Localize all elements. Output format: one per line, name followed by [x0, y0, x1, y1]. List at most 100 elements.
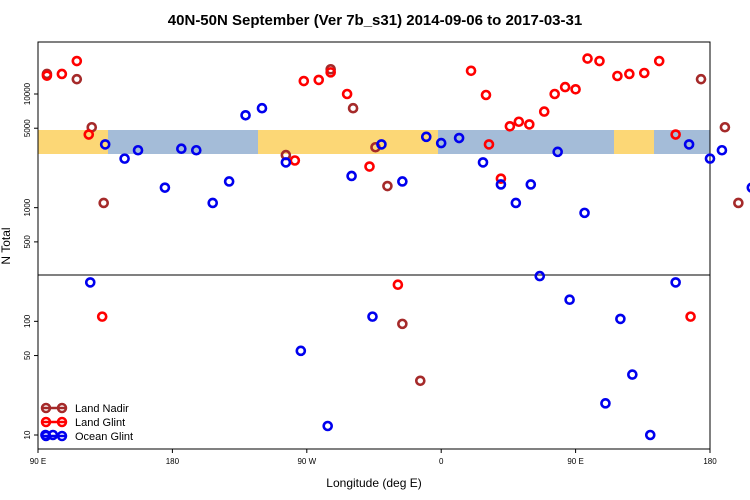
- x-tick-label: 90 E: [567, 457, 583, 466]
- ocean-glint-point: [99, 139, 111, 150]
- ocean-glint-point: [716, 144, 728, 156]
- ocean-glint-point: [119, 153, 130, 164]
- plot-frame: [37, 41, 711, 450]
- legend-marker-land-nadir-right: [56, 402, 68, 414]
- map-strip-land-1: [38, 130, 108, 154]
- land-glint-point: [570, 83, 581, 95]
- land-glint-point: [624, 68, 635, 80]
- land-nadir-point: [71, 73, 83, 85]
- land-glint-point: [392, 279, 404, 291]
- land-glint-point: [465, 65, 477, 77]
- ocean-glint-point: [223, 176, 235, 187]
- land-glint-point: [513, 116, 525, 128]
- ocean-glint-point: [534, 270, 546, 282]
- land-glint-point: [549, 88, 560, 100]
- y-axis: 500 1000 5000 10000 10 50 100: [23, 82, 38, 439]
- land-nadir-point: [397, 318, 408, 330]
- x-tick-label: 90 W: [297, 457, 316, 466]
- ocean-glint-point: [746, 182, 750, 193]
- ocean-glint-point: [376, 139, 387, 150]
- y-axis-label: N Total: [0, 227, 13, 264]
- data-points: [40, 53, 750, 441]
- x-tick-label: 180: [703, 457, 717, 466]
- land-glint-point: [364, 161, 375, 172]
- ocean-glint-point: [190, 144, 202, 156]
- land-glint-point: [495, 173, 507, 184]
- ocean-glint-point: [295, 345, 307, 357]
- ocean-glint-point: [367, 311, 378, 322]
- ocean-glint-point: [525, 179, 537, 190]
- land-glint-point: [685, 311, 696, 322]
- legend-marker-land-glint-left: [40, 416, 52, 428]
- ocean-glint-point: [132, 144, 144, 156]
- chart-title: 40N-50N September (Ver 7b_s31) 2014-09-0…: [168, 12, 582, 29]
- land-glint-point: [638, 67, 650, 79]
- land-glint-point: [524, 119, 535, 130]
- land-glint-point: [504, 120, 516, 132]
- land-glint-point: [41, 70, 53, 81]
- ocean-glint-point: [453, 132, 465, 144]
- x-axis-label: Longitude (deg E): [326, 476, 421, 490]
- land-glint-point: [96, 311, 108, 322]
- ocean-glint-point: [670, 277, 681, 288]
- legend-marker-ocean-glint-right: [56, 430, 68, 442]
- x-tick-label: 90 E: [30, 457, 46, 466]
- land-glint-point: [83, 129, 95, 140]
- y-tick-label: 1000: [23, 198, 32, 216]
- land-glint-point: [289, 155, 301, 166]
- land-nadir-point: [347, 102, 359, 114]
- land-nadir-point: [733, 197, 744, 209]
- ocean-glint-point: [256, 102, 268, 114]
- land-glint-point: [582, 53, 593, 64]
- land-nadir-point: [719, 121, 731, 133]
- land-glint-point: [56, 68, 68, 80]
- legend-label-land-glint: Land Glint: [75, 417, 125, 429]
- ocean-glint-point: [600, 398, 611, 409]
- land-glint-point: [612, 70, 623, 82]
- ocean-glint-point: [579, 207, 590, 219]
- y-tick-label: 100: [23, 314, 32, 328]
- ocean-glint-point: [552, 146, 563, 158]
- ocean-glint-point: [397, 176, 408, 187]
- land-glint-point: [71, 55, 83, 67]
- ocean-glint-point: [159, 182, 171, 193]
- land-nadir-point: [98, 197, 110, 209]
- map-strip-land-3: [614, 130, 654, 154]
- land-glint-point: [480, 89, 492, 101]
- legend-marker-land-glint-right: [56, 416, 68, 428]
- ocean-glint-point: [683, 139, 695, 150]
- legend-label-ocean-glint: Ocean Glint: [75, 431, 133, 443]
- land-glint-point: [538, 106, 550, 117]
- legend-label-land-nadir: Land Nadir: [75, 403, 129, 415]
- ocean-glint-point: [495, 179, 507, 190]
- ocean-glint-point: [644, 429, 656, 441]
- ocean-glint-point: [477, 157, 489, 168]
- land-nadir-point: [695, 73, 707, 85]
- y-tick-label: 10000: [23, 82, 32, 105]
- ocean-glint-point: [510, 197, 522, 209]
- ocean-glint-point: [207, 197, 219, 209]
- y-tick-label: 10: [23, 430, 32, 439]
- land-glint-point: [653, 55, 665, 67]
- ocean-glint-point: [176, 143, 187, 155]
- ocean-glint-point: [627, 369, 638, 380]
- ocean-glint-point: [420, 131, 432, 143]
- ocean-glint-point: [84, 277, 96, 288]
- x-tick-label: 180: [166, 457, 180, 466]
- ocean-glint-point: [322, 420, 334, 432]
- map-strip-land-2: [258, 130, 438, 154]
- ocean-glint-point: [435, 137, 447, 149]
- land-nadir-point: [414, 375, 426, 387]
- land-glint-point: [483, 139, 495, 150]
- land-nadir-point: [382, 180, 393, 192]
- land-glint-point: [594, 55, 605, 67]
- ocean-glint-point: [240, 109, 251, 121]
- land-glint-point: [341, 88, 353, 100]
- y-tick-label: 50: [23, 351, 32, 360]
- land-glint-point: [559, 81, 571, 93]
- ocean-glint-point: [704, 153, 716, 164]
- y-tick-label: 500: [23, 235, 32, 249]
- land-glint-point: [298, 75, 310, 87]
- x-axis: 90 E 180 90 W 0 90 E 180: [30, 449, 717, 466]
